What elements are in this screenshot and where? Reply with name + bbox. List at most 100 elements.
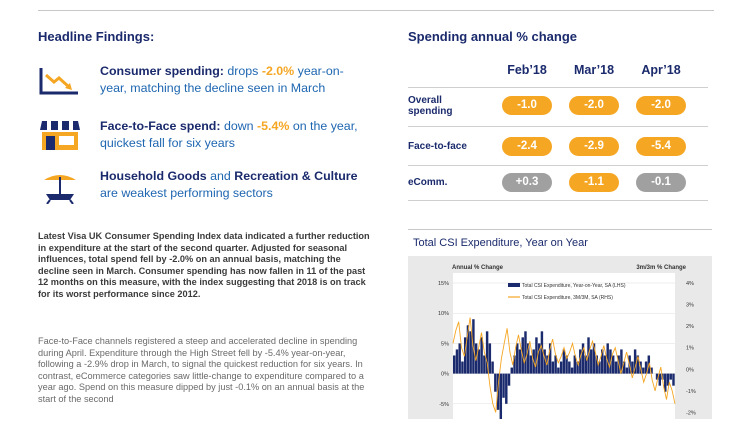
y-tick-label: -5% <box>439 402 449 408</box>
bar-yoy <box>620 349 623 374</box>
row-divider <box>408 165 708 166</box>
bar-yoy <box>469 331 472 374</box>
bar-yoy <box>499 373 503 422</box>
bar-yoy <box>570 367 574 374</box>
bar-yoy <box>557 367 560 374</box>
row-divider <box>408 87 708 88</box>
y-axis-label: Annual % Change <box>452 265 504 271</box>
bar-yoy <box>491 361 494 374</box>
bar-yoy <box>458 343 461 374</box>
bar-yoy <box>642 367 645 374</box>
bar-yoy <box>565 355 568 374</box>
bar-yoy <box>672 373 675 386</box>
value-pill: +0.3 <box>502 173 552 192</box>
y-tick-label: 10% <box>438 311 449 317</box>
y-tick-label: 0% <box>441 372 449 378</box>
value-pill: -1.1 <box>569 173 619 192</box>
bar-yoy <box>601 349 604 374</box>
bar-yoy <box>631 361 634 374</box>
bar-yoy <box>579 349 582 374</box>
bar-yoy <box>529 355 533 374</box>
bar-yoy <box>461 361 464 374</box>
row-label-overall: Overall spending <box>408 95 453 117</box>
headline-title: Headline Findings: <box>38 29 155 44</box>
bar-yoy <box>636 355 640 374</box>
value-pill: -0.1 <box>636 173 686 192</box>
bar-yoy <box>466 325 470 374</box>
bar-yoy <box>595 355 598 374</box>
bar-yoy <box>650 367 653 374</box>
y2-tick-label: 1% <box>686 346 694 352</box>
bar-yoy <box>562 349 566 374</box>
bar-yoy <box>480 337 483 374</box>
y2-axis-label: 3m/3m % Change <box>636 265 686 271</box>
bar-yoy <box>598 361 601 374</box>
chart-down-icon <box>39 68 78 95</box>
bar-yoy <box>513 355 516 374</box>
summary-paragraph: Latest Visa UK Consumer Spending Index d… <box>38 231 370 299</box>
bar-yoy <box>505 373 508 404</box>
legend-label-line: Total CSI Expenditure, 3M/3M, SA (RHS) <box>522 295 613 301</box>
detail-paragraph: Face-to-Face channels registered a steep… <box>38 336 365 404</box>
bar-yoy <box>483 355 486 374</box>
column-mar: Mar’18 <box>573 63 615 77</box>
y2-tick-label: 0% <box>686 367 694 373</box>
bar-yoy <box>644 361 648 374</box>
bar-yoy <box>537 343 541 374</box>
bar-yoy <box>669 373 672 380</box>
value-pill: -2.0 <box>636 96 686 115</box>
bar-yoy <box>603 355 607 374</box>
bar-yoy <box>494 373 497 392</box>
bar-yoy <box>548 343 552 374</box>
bar-yoy <box>496 373 500 410</box>
value-pill: -1.0 <box>502 96 552 115</box>
value-pill: -2.0 <box>569 96 619 115</box>
bar-yoy <box>485 331 489 374</box>
bar-yoy <box>664 373 667 392</box>
bar-yoy <box>581 343 585 374</box>
bar-yoy <box>551 361 555 374</box>
y2-tick-label: 2% <box>686 324 694 330</box>
y-tick-label: 5% <box>441 341 449 347</box>
finding-label: Household Goods <box>100 169 207 183</box>
row-divider <box>408 126 708 127</box>
finding-highlight: -2.0% <box>261 64 295 78</box>
chart-panel: Annual % Change 3m/3m % Change 15% 10% 5% 0… <box>408 256 712 422</box>
bar-yoy <box>606 343 609 374</box>
column-apr: Apr’18 <box>641 63 681 77</box>
bar-yoy <box>576 361 579 374</box>
bar-yoy <box>535 337 538 374</box>
y2-tick-label: -1% <box>686 389 696 395</box>
finding-label-2: Recreation & Culture <box>234 169 358 183</box>
bar-yoy <box>543 349 546 374</box>
bar-yoy <box>614 361 618 374</box>
legend: Total CSI Expenditure, Year-on-Year, SA … <box>508 283 626 301</box>
value-pill: -2.9 <box>569 137 619 156</box>
chart-divider <box>408 229 712 230</box>
bar-yoy <box>622 361 626 374</box>
finding-highlight: -5.4% <box>257 119 290 133</box>
bar-yoy <box>507 373 511 386</box>
bar-yoy <box>524 331 527 374</box>
bar-yoy <box>633 349 637 374</box>
chart-title: Total CSI Expenditure, Year on Year <box>413 237 588 249</box>
bar-yoy <box>516 343 519 374</box>
bar-yoy <box>463 337 467 374</box>
bar-yoy <box>559 361 563 374</box>
bar-yoy <box>658 373 661 386</box>
y2-tick-label: 4% <box>686 281 694 287</box>
series-line-3m3m <box>452 317 676 413</box>
top-divider <box>38 10 714 11</box>
bar-yoy <box>655 373 659 380</box>
row-label-ecomm: eComm. <box>408 177 448 188</box>
bar-yoy <box>590 349 593 374</box>
bar-yoy <box>453 355 456 374</box>
bar-yoy <box>510 367 513 374</box>
value-pill: -5.4 <box>636 137 686 156</box>
finding-label: Face-to-Face spend: <box>100 119 221 133</box>
row-divider <box>408 200 708 201</box>
finding-consumer-spending: Consumer spending: drops -2.0% year-on-y… <box>100 64 344 95</box>
column-feb: Feb’18 <box>507 63 547 77</box>
bar-yoy <box>518 349 522 374</box>
bar-yoy <box>666 373 670 386</box>
